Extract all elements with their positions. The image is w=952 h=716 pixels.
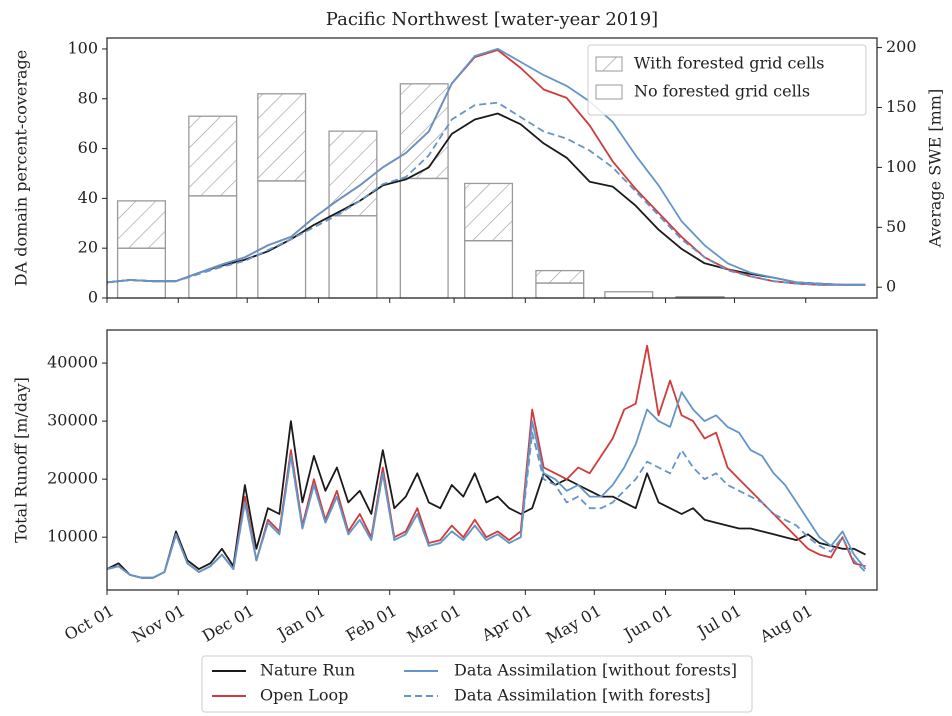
x-tick-label: Oct 01 [61,601,117,644]
legend-box [201,655,753,713]
legend-box [587,44,867,116]
y2-tick-label: 100 [886,157,917,176]
bar-segment [116,247,166,299]
y-tick-label: 10000 [47,527,98,546]
y2-tick-label: 150 [886,97,917,116]
legend-swatch [595,84,623,100]
plot-frame [106,37,878,299]
x-tick-label: Feb 01 [342,601,399,645]
series-line [106,47,866,286]
x-tick-label: Mar 01 [404,601,465,647]
bar-segment [464,240,514,299]
x-tick-label: Jul 01 [693,601,745,642]
legend-label: Data Assimilation [without forests] [454,661,737,680]
y2-axis-title: Average SWE [mm] [926,89,945,248]
legend: With forested grid cells No forested grid… [587,44,867,116]
x-tick-label: May 01 [543,601,605,648]
y-axis-title: Total Runoff [m/day] [12,377,31,543]
y2-tick-label: 200 [886,37,917,56]
x-tick-label: Jan 01 [273,601,329,644]
x-tick-label: Aug 01 [756,601,816,647]
y-tick-label: 20000 [47,469,98,488]
bar-segment [399,83,449,180]
legend-swatch [595,56,623,72]
bar-segment [116,200,166,249]
bar-segment [188,195,238,299]
y2-tick-label: 0 [886,277,896,296]
y-tick-label: 0 [88,288,98,307]
bar-segment [328,130,378,217]
bar-segment [535,269,585,284]
y-tick-label: 40000 [47,353,98,372]
legend-label: Nature Run [260,661,355,680]
series-line [106,391,867,579]
y-tick-label: 60 [78,138,98,157]
legend: Nature Run Open Loop Data Assimilation [wi… [201,655,753,713]
y-tick-label: 80 [78,88,98,107]
y2-tick-label: 50 [886,217,906,236]
y-tick-label: 20 [78,238,98,257]
bar-segment [188,115,238,197]
bar-segment [257,93,307,182]
series-line [106,420,866,579]
legend-label: Data Assimilation [with forests] [454,686,711,705]
legend-label: No forested grid cells [634,82,810,101]
series-line [106,344,866,579]
chart-title: Pacific Northwest [water-year 2019] [326,9,658,30]
x-tick-label: Dec 01 [199,601,258,646]
y-tick-label: 100 [67,38,98,57]
bar-segment [604,291,654,299]
bar-segment [399,177,449,299]
bar-segment [328,215,378,299]
plot-frame [106,329,878,591]
x-tick-label: Apr 01 [478,601,536,645]
series-line [106,431,867,579]
y-axis-title: DA domain percent-coverage [12,50,31,287]
series-line [106,112,866,286]
x-tick-label: Jun 01 [619,601,676,645]
y-tick-label: 40 [78,188,98,207]
y-tick-label: 30000 [47,411,98,430]
legend-label: With forested grid cells [634,54,824,73]
legend-label: Open Loop [260,686,348,705]
bar-segment [535,282,585,299]
x-tick-label: Nov 01 [129,601,189,647]
bar-segment [464,182,514,242]
